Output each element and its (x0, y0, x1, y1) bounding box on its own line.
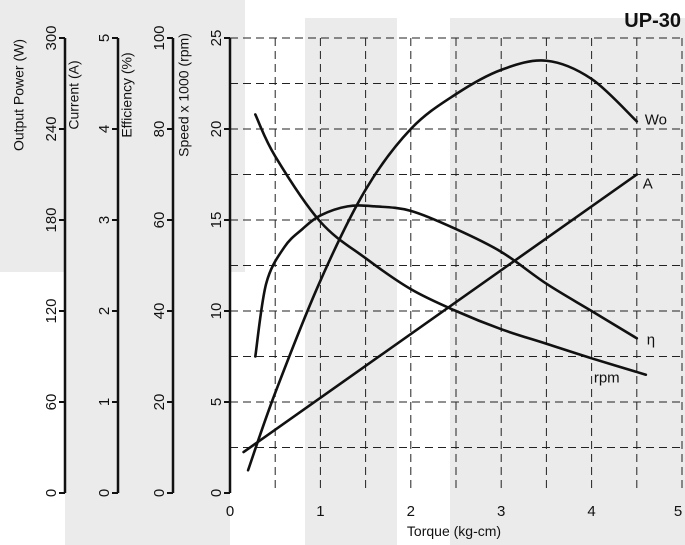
y-tick-label: 25 (208, 30, 225, 47)
grid-lines (230, 37, 683, 493)
series-lines (242, 59, 648, 472)
y-tick-label: 180 (43, 207, 60, 232)
y-tick-label: 3 (96, 216, 113, 224)
x-axis-title: Torque (kg-cm) (407, 523, 501, 539)
series-line-Wo (246, 59, 639, 472)
y-tick-label: 80 (151, 121, 168, 138)
y-axis: 0 5 10 15 20 25 Speed x 1000 (rpm) (176, 30, 232, 497)
series-label: rpm (594, 370, 620, 387)
x-tick-label: 4 (587, 503, 595, 520)
x-tick-label: 5 (674, 503, 682, 520)
series-line-A (242, 173, 639, 454)
chart-title: UP-30 (624, 10, 681, 32)
y-tick-label: 40 (151, 303, 168, 320)
y-tick-label: 10 (208, 303, 225, 320)
series-line-η (254, 204, 639, 358)
y-tick-label: 0 (43, 489, 60, 497)
background-band (65, 272, 230, 545)
x-tick-label: 3 (497, 503, 505, 520)
series-line-rpm (254, 113, 648, 376)
y-tick-label: 15 (208, 212, 225, 229)
x-tick-label: 0 (226, 503, 234, 520)
x-tick-label: 2 (407, 503, 415, 520)
y-axis: 0 1 2 3 4 5 Current (A) (66, 34, 120, 497)
y-tick-label: 60 (43, 394, 60, 411)
y-axis-title: Speed x 1000 (rpm) (176, 33, 192, 157)
y-tick-label: 1 (96, 398, 113, 406)
y-axis: 0 60 120 180 240 300 Output Power (W) (11, 25, 67, 497)
y-axes: 0 60 120 180 240 300 Output Power (W) 0 1 2 3 4 5 Cur… (11, 25, 232, 497)
y-tick-label: 0 (151, 489, 168, 497)
y-tick-label: 240 (43, 116, 60, 141)
y-tick-label: 0 (96, 489, 113, 497)
x-axis: 0 1 2 3 4 5 (226, 503, 682, 520)
y-axis-title: Current (A) (66, 60, 82, 129)
series-label: A (643, 176, 653, 193)
y-tick-label: 120 (43, 298, 60, 323)
background-band (0, 0, 245, 272)
series-labels: Wo Aη rpm (594, 111, 667, 386)
series-label: Wo (645, 111, 667, 128)
y-tick-label: 2 (96, 307, 113, 315)
y-axis-title: Output Power (W) (11, 39, 27, 151)
y-axis: 0 20 40 60 80 100 Efficiency (%) (119, 25, 175, 497)
y-tick-label: 300 (43, 25, 60, 50)
y-axis-title: Efficiency (%) (119, 52, 135, 137)
y-tick-label: 4 (96, 125, 113, 133)
y-tick-label: 5 (96, 34, 113, 42)
y-tick-label: 0 (208, 489, 225, 497)
y-tick-label: 100 (151, 25, 168, 50)
y-tick-label: 60 (151, 212, 168, 229)
y-tick-label: 5 (208, 398, 225, 406)
background-band (450, 18, 685, 545)
series-label: η (647, 331, 655, 348)
y-tick-label: 20 (208, 121, 225, 138)
x-tick-label: 1 (316, 503, 324, 520)
y-tick-label: 20 (151, 394, 168, 411)
